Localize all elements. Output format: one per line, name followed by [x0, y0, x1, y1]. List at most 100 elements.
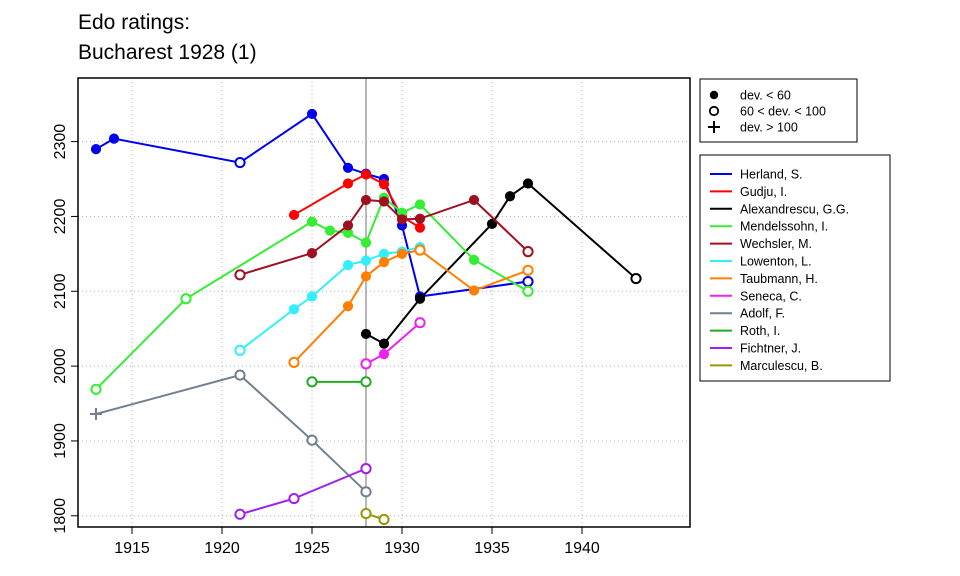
player-legend-label: Seneca, C.	[740, 289, 802, 303]
data-point-filled	[522, 178, 534, 189]
series-line	[239, 246, 421, 352]
data-point-filled	[378, 256, 390, 268]
data-point-filled	[360, 169, 372, 180]
data-point-filled	[486, 218, 498, 230]
data-point-filled	[360, 255, 372, 266]
chart-title: Edo ratings: Bucharest 1928 (1)	[78, 8, 257, 68]
series-line	[95, 112, 529, 298]
player-legend-label: Roth, I.	[740, 324, 780, 338]
data-point-filled	[468, 285, 480, 296]
data-point-filled	[324, 225, 336, 236]
data-point-filled	[468, 254, 480, 265]
data-point-open	[234, 508, 246, 520]
player-legend-label: Fichtner, J.	[740, 342, 801, 356]
data-point-open	[234, 369, 246, 381]
player-legend-label: Alexandrescu, G.G.	[740, 202, 849, 216]
data-point-filled	[90, 143, 102, 155]
data-point-filled	[342, 259, 354, 271]
data-point-plus	[90, 408, 102, 421]
data-point-open	[180, 293, 192, 305]
legend-open-circle-symbol	[708, 105, 720, 117]
symbol-legend-label: dev. > 100	[740, 121, 798, 135]
player-legend-label: Adolf, F.	[740, 307, 785, 321]
symbol-legend-label: dev. < 60	[740, 89, 791, 103]
x-tick-label: 1920	[204, 540, 240, 557]
data-point-open	[288, 356, 300, 368]
data-point-open	[234, 269, 246, 281]
data-point-filled	[414, 213, 426, 224]
data-point-open	[360, 463, 372, 475]
series-line	[365, 182, 637, 345]
data-point-open	[522, 264, 534, 276]
symbol-legend-box	[699, 78, 858, 143]
y-tick-label: 1800	[52, 498, 69, 534]
series-line	[95, 373, 367, 493]
y-tick-label: 2300	[52, 124, 69, 160]
data-point-filled	[414, 222, 426, 233]
series-line	[293, 249, 529, 364]
data-point-filled	[378, 349, 390, 360]
x-tick-label: 1935	[474, 540, 510, 557]
data-point-filled	[360, 271, 372, 282]
data-point-filled	[468, 194, 480, 206]
y-tick-label: 2200	[52, 199, 69, 235]
x-tick-label: 1930	[384, 540, 420, 557]
legend-plus-symbol	[708, 121, 720, 133]
data-point-open	[522, 275, 534, 288]
data-point-open	[630, 272, 642, 285]
data-point-filled	[288, 209, 300, 221]
player-legend-label: Mendelssohn, I.	[740, 220, 828, 234]
data-point-filled	[342, 220, 354, 231]
data-point-filled	[306, 216, 318, 227]
data-point-open	[360, 358, 372, 370]
player-legend-label: Wechsler, M.	[740, 237, 812, 251]
data-point-open	[360, 376, 372, 388]
player-legend-label: Taubmann, H.	[740, 272, 818, 286]
data-point-filled	[306, 248, 318, 259]
data-point-filled	[342, 301, 354, 312]
data-point-open	[522, 246, 534, 258]
data-point-open	[414, 244, 426, 256]
chart-title-line-1: Edo ratings:	[78, 11, 191, 34]
data-point-open	[360, 507, 372, 520]
data-point-open	[306, 376, 318, 388]
data-point-filled	[360, 194, 372, 206]
player-legend-label: Marculescu, B.	[740, 359, 823, 373]
data-point-open	[522, 285, 534, 297]
data-point-filled	[378, 338, 390, 349]
data-point-open	[360, 486, 372, 498]
y-tick-label: 2000	[52, 348, 69, 384]
series-line	[239, 467, 367, 516]
data-point-filled	[342, 178, 354, 189]
player-legend-label: Herland, S.	[740, 168, 803, 182]
data-point-filled	[288, 304, 300, 315]
data-point-filled	[306, 291, 318, 302]
data-point-open	[306, 434, 318, 446]
x-tick-label: 1925	[294, 540, 330, 557]
plot-frame	[77, 77, 691, 528]
chart-title-line-2: Bucharest 1928 (1)	[78, 41, 257, 64]
player-legend-label: Gudju, I.	[740, 185, 787, 199]
data-point-open	[378, 513, 390, 526]
data-point-open	[288, 492, 300, 505]
x-tick-label: 1940	[564, 540, 600, 557]
player-legend-box	[699, 154, 891, 382]
data-point-filled	[378, 196, 390, 207]
data-point-open	[414, 317, 426, 329]
y-tick-label: 2100	[52, 273, 69, 309]
x-tick-label: 1915	[114, 540, 150, 557]
data-point-filled	[306, 108, 318, 120]
data-point-filled	[414, 293, 426, 304]
data-point-filled	[342, 162, 354, 173]
data-point-open	[234, 344, 246, 356]
data-point-filled	[108, 133, 120, 144]
data-point-open	[90, 383, 102, 395]
data-point-filled	[378, 179, 390, 190]
legend-filled-circle-symbol	[709, 90, 719, 100]
series-line	[365, 321, 421, 365]
data-point-filled	[414, 199, 426, 210]
data-point-filled	[396, 214, 408, 225]
player-legend-label: Lowenton, L.	[740, 255, 812, 269]
data-point-open	[234, 156, 246, 169]
